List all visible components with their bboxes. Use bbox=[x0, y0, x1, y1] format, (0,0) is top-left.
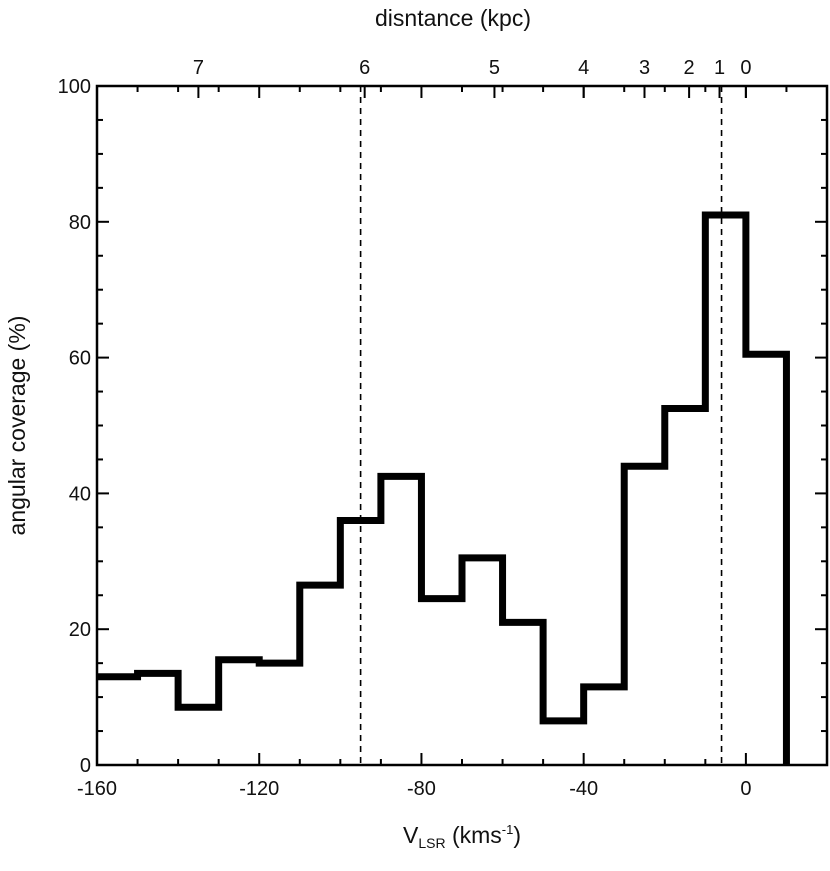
top-tick-label: 0 bbox=[740, 57, 751, 79]
histogram-bin bbox=[705, 215, 746, 765]
x-axis-title-units: (kms bbox=[446, 822, 502, 848]
top-tick-label: 3 bbox=[639, 57, 650, 79]
top-tick-label: 5 bbox=[489, 57, 500, 79]
top-tick-label: 7 bbox=[193, 57, 204, 79]
histogram-bin bbox=[624, 466, 665, 765]
histogram-bin bbox=[421, 599, 462, 765]
x-axis-ticks: -160 -120 -80 -40 0 bbox=[77, 86, 828, 800]
y-tick-label: 80 bbox=[69, 212, 91, 234]
histogram-bin bbox=[138, 673, 179, 765]
y-tick-label: 60 bbox=[69, 348, 91, 370]
histogram-bin bbox=[584, 687, 625, 765]
x-axis-title-units-close: ) bbox=[513, 822, 521, 848]
x-tick-label: -80 bbox=[407, 778, 436, 800]
histogram bbox=[97, 211, 790, 765]
y-tick-label: 0 bbox=[80, 755, 91, 777]
top-tick-label: 6 bbox=[359, 57, 370, 79]
histogram-bin bbox=[665, 409, 706, 765]
histogram-bin bbox=[97, 677, 138, 765]
top-tick-label: 2 bbox=[684, 57, 695, 79]
top-tick-label: 1 bbox=[714, 57, 725, 79]
histogram-bin bbox=[219, 660, 260, 765]
x-axis-title-units-exponent: -1 bbox=[502, 822, 514, 837]
y-axis-ticks: 0 20 40 60 80 100 bbox=[58, 76, 827, 777]
y-axis-title: angular coverage (%) bbox=[4, 316, 30, 536]
reference-lines bbox=[359, 86, 723, 765]
histogram-bin bbox=[746, 354, 787, 765]
x-tick-label: 0 bbox=[740, 778, 751, 800]
x-axis-title-subscript: LSR bbox=[418, 835, 445, 851]
y-tick-label: 100 bbox=[58, 76, 91, 98]
x-tick-label: -160 bbox=[77, 778, 117, 800]
histogram-bin bbox=[503, 622, 544, 765]
x-tick-label: -40 bbox=[569, 778, 598, 800]
y-tick-label: 20 bbox=[69, 619, 91, 641]
histogram-bin bbox=[259, 663, 300, 765]
x-axis-title: VLSR (kms-1) bbox=[403, 822, 521, 851]
x-axis-title-main: V bbox=[403, 822, 419, 848]
top-axis-title: disntance (kpc) bbox=[375, 5, 531, 31]
top-tick-label: 4 bbox=[578, 57, 589, 79]
histogram-bin bbox=[300, 585, 341, 765]
histogram-series bbox=[97, 211, 790, 765]
histogram-bin bbox=[340, 521, 381, 765]
y-tick-label: 40 bbox=[69, 483, 91, 505]
histogram-bin bbox=[462, 558, 503, 765]
histogram-bin bbox=[178, 707, 219, 765]
x-tick-label: -120 bbox=[239, 778, 279, 800]
histogram-bin bbox=[381, 476, 422, 765]
histogram-bin bbox=[543, 721, 584, 765]
